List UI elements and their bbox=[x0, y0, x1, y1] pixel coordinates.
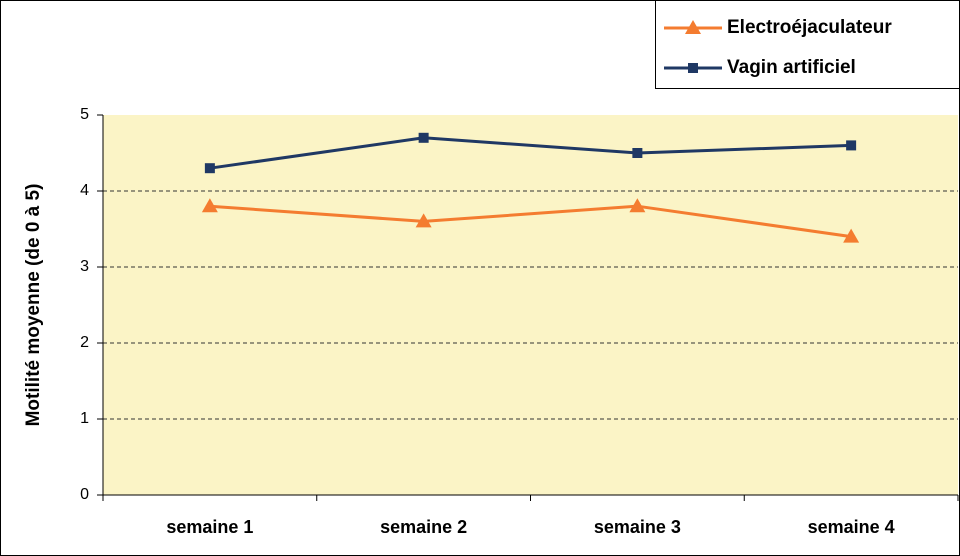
legend-marker bbox=[688, 63, 698, 73]
data-point bbox=[843, 228, 860, 243]
x-tick-label: semaine 3 bbox=[594, 517, 681, 537]
y-tick-label: 0 bbox=[80, 486, 89, 503]
legend-label: Vagin artificiel bbox=[727, 57, 856, 78]
legend-label: Electroéjaculateur bbox=[727, 17, 892, 38]
y-tick-label: 5 bbox=[80, 106, 89, 123]
y-axis-label: Motilité moyenne (de 0 à 5) bbox=[23, 184, 44, 427]
x-tick-label: semaine 1 bbox=[166, 517, 253, 537]
x-tick-label: semaine 4 bbox=[808, 517, 895, 537]
data-point bbox=[632, 148, 643, 158]
y-tick-label: 3 bbox=[80, 258, 89, 275]
y-tick-label: 2 bbox=[80, 334, 89, 351]
plot-area bbox=[103, 115, 958, 495]
legend-marker bbox=[685, 20, 701, 34]
x-tick-label: semaine 2 bbox=[380, 517, 467, 537]
series-line bbox=[209, 136, 852, 170]
data-point bbox=[201, 198, 218, 213]
data-point bbox=[629, 198, 646, 213]
data-point bbox=[415, 213, 432, 228]
data-point bbox=[204, 163, 215, 174]
series-line bbox=[209, 204, 852, 239]
data-point bbox=[418, 132, 429, 143]
data-point bbox=[846, 140, 857, 151]
legend-box bbox=[655, 0, 960, 89]
y-tick-label: 4 bbox=[80, 182, 89, 199]
y-tick-label: 1 bbox=[80, 410, 89, 427]
